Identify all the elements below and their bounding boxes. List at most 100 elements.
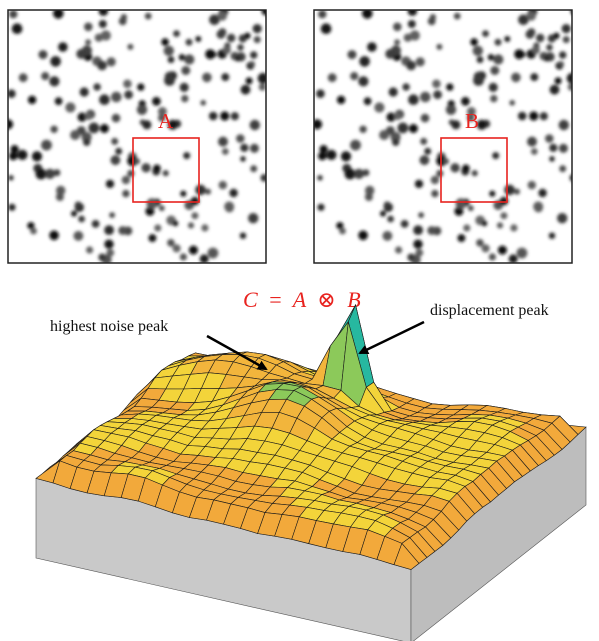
particle-dot xyxy=(529,111,539,121)
particle-dot xyxy=(400,220,409,228)
particle-dot xyxy=(466,107,476,116)
particle-dot xyxy=(145,206,155,216)
particle-dot xyxy=(454,206,464,216)
displacement-peak-label: displacement peak xyxy=(430,302,549,319)
particle-dot xyxy=(359,56,370,67)
particle-dot xyxy=(99,94,110,105)
particle-dot xyxy=(53,169,61,177)
particle-dot xyxy=(358,76,369,87)
particle-dot xyxy=(549,143,558,152)
particle-dot xyxy=(221,73,230,82)
particle-dot xyxy=(481,244,490,253)
particle-dot xyxy=(200,100,206,106)
particle-dot xyxy=(49,76,60,87)
particle-dot xyxy=(208,111,218,121)
particle-dot xyxy=(236,134,245,143)
particle-dot xyxy=(76,48,87,59)
particle-dot xyxy=(320,23,332,34)
particle-dot xyxy=(104,239,114,249)
window-label-a: A xyxy=(158,109,174,133)
particle-dot xyxy=(245,77,253,85)
particle-dot xyxy=(187,222,195,229)
particle-dot xyxy=(327,73,337,83)
surface-facet xyxy=(393,542,420,570)
particle-dot xyxy=(472,45,483,56)
particle-dot xyxy=(424,147,432,155)
particle-dot xyxy=(27,95,37,105)
particle-dot xyxy=(431,189,439,198)
particle-dot xyxy=(314,119,323,130)
particle-dot xyxy=(188,245,198,255)
particle-dot xyxy=(382,231,393,241)
particle-dot xyxy=(414,179,424,189)
particle-dot xyxy=(397,122,409,134)
particle-dot xyxy=(191,212,199,220)
particle-dot xyxy=(106,248,115,257)
particle-dot xyxy=(56,185,66,196)
particle-dot xyxy=(318,151,327,161)
particle-dot xyxy=(201,224,209,232)
particle-dot xyxy=(453,12,461,20)
particle-dot xyxy=(124,90,133,100)
particle-dot xyxy=(144,12,152,20)
particle-dot xyxy=(419,155,430,166)
particle-dot xyxy=(558,143,568,153)
particle-dot xyxy=(86,246,94,254)
particle-dot xyxy=(74,201,82,209)
particle-dot xyxy=(50,56,61,67)
particle-dot xyxy=(181,94,189,103)
particle-dot xyxy=(199,254,209,263)
particle-dot xyxy=(420,91,431,103)
particle-dot xyxy=(240,84,251,95)
particle-dot xyxy=(496,222,504,229)
particle-dot xyxy=(358,230,368,241)
particle-dot xyxy=(494,38,502,46)
particle-dot xyxy=(111,91,122,103)
particle-dot xyxy=(111,113,121,123)
particle-dot xyxy=(91,220,100,228)
particle-dot xyxy=(111,137,119,145)
particle-dot xyxy=(158,205,165,212)
particle-dot xyxy=(509,100,515,106)
particle-dot xyxy=(99,124,109,133)
particle-dot xyxy=(163,45,174,56)
particle-dot xyxy=(545,134,554,143)
particle-dot xyxy=(78,215,85,223)
particle-dot xyxy=(71,210,77,217)
particle-dot xyxy=(167,239,175,247)
particle-dot xyxy=(162,170,169,177)
particle-dot xyxy=(164,71,175,82)
particle-dot xyxy=(38,50,48,60)
particle-dot xyxy=(364,193,373,201)
particle-dot xyxy=(10,145,19,154)
particle-dot xyxy=(455,198,467,210)
particle-dot xyxy=(471,170,478,177)
particle-dot xyxy=(205,188,211,195)
particle-dot xyxy=(336,95,346,105)
particle-dot xyxy=(489,190,496,197)
particle-dot xyxy=(362,169,370,177)
particle-dot xyxy=(152,96,161,106)
particle-dot xyxy=(98,253,106,262)
particle-dot xyxy=(533,201,544,212)
particle-dot xyxy=(222,45,231,55)
particle-dot xyxy=(221,148,229,155)
particle-dot xyxy=(490,66,500,75)
particle-dot xyxy=(79,87,89,97)
particle-dot xyxy=(451,120,461,130)
particle-dot xyxy=(432,79,441,89)
particle-dot xyxy=(146,198,158,210)
particle-dot xyxy=(415,57,425,67)
particle-dot xyxy=(554,77,562,85)
particle-dot xyxy=(427,226,437,235)
particle-dot xyxy=(220,111,230,121)
particle-dot xyxy=(240,156,246,162)
particle-dot xyxy=(250,165,258,173)
particle-dot xyxy=(157,114,166,122)
particle-dot xyxy=(180,190,187,197)
particle-dot xyxy=(249,61,255,68)
particle-dot xyxy=(179,82,189,92)
particle-dot xyxy=(65,102,76,113)
particle-dot xyxy=(463,224,471,232)
particle-dot xyxy=(406,60,416,71)
